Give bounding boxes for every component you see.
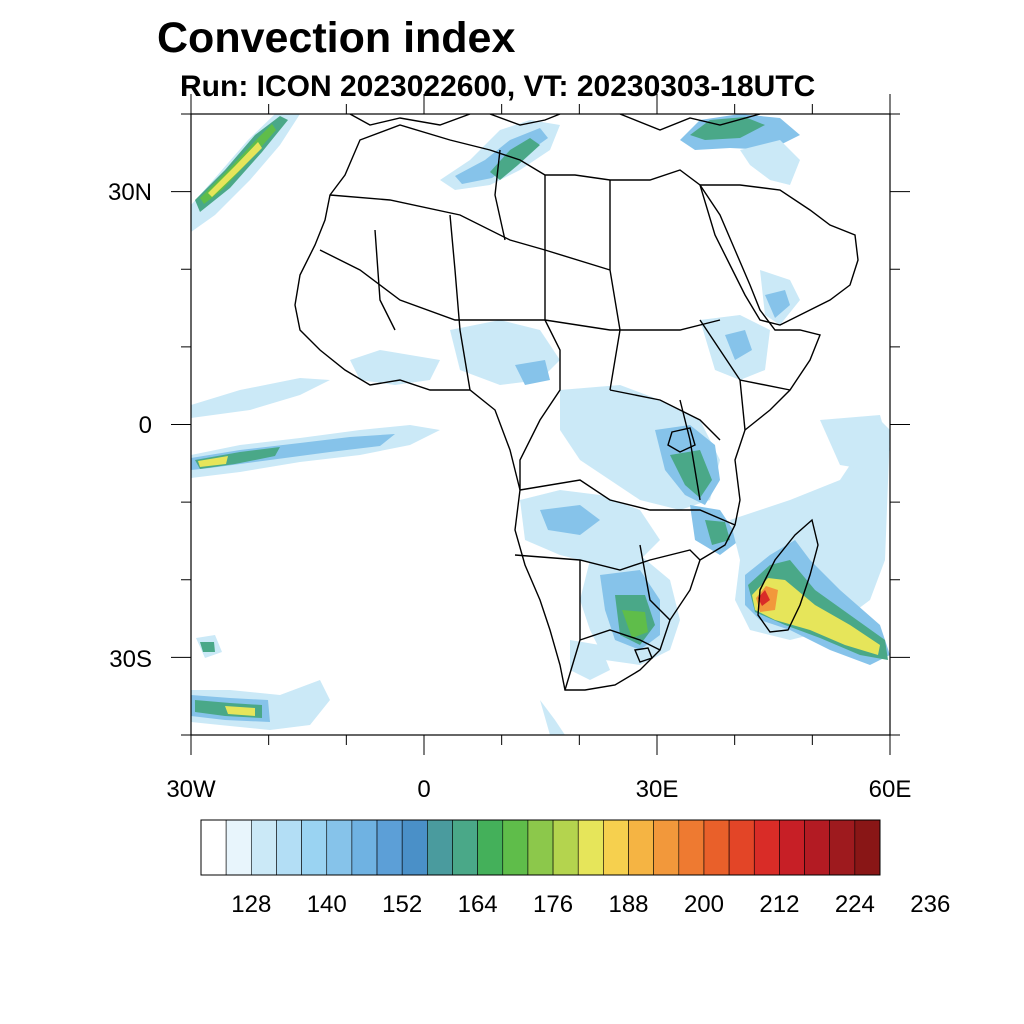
lat-tick-label: 0 xyxy=(139,412,152,439)
colorbar-swatch xyxy=(477,819,504,876)
colorbar-label: 236 xyxy=(910,891,950,918)
colorbar-label: 128 xyxy=(231,891,271,918)
colorbar-label: 152 xyxy=(382,891,422,918)
lon-tick-label: 30E xyxy=(636,776,679,803)
border xyxy=(514,549,701,571)
field-patch xyxy=(820,415,890,470)
colorbar-swatch xyxy=(804,819,831,876)
border xyxy=(329,194,611,271)
colorbar-swatch xyxy=(552,819,579,876)
colorbar xyxy=(200,819,881,876)
colorbar-swatch xyxy=(326,819,353,876)
lesotho xyxy=(634,647,653,663)
field-patch xyxy=(191,378,330,418)
europe-coastline xyxy=(489,114,561,126)
europe-coastline xyxy=(619,114,761,131)
border xyxy=(519,479,736,526)
lat-tick-label: 30S xyxy=(109,646,152,673)
colorbar-label: 224 xyxy=(835,891,875,918)
colorbar-label: 188 xyxy=(608,891,648,918)
colorbar-swatch xyxy=(225,819,252,876)
border xyxy=(609,180,621,391)
field-patch xyxy=(740,140,800,185)
field-patch xyxy=(208,142,262,197)
border xyxy=(494,149,506,241)
madagascar-coastline xyxy=(757,518,819,633)
lon-tick-label: 60E xyxy=(869,776,912,803)
arabia-coastline xyxy=(699,184,859,326)
field-patch xyxy=(198,456,228,467)
colorbar-swatch xyxy=(728,819,755,876)
colorbar-swatch xyxy=(628,819,654,876)
border xyxy=(319,249,721,331)
colorbar-label: 212 xyxy=(759,891,799,918)
colorbar-label: 140 xyxy=(307,891,347,918)
border xyxy=(679,399,701,501)
lon-tick-label: 0 xyxy=(417,776,430,803)
border xyxy=(699,319,791,391)
colorbar-swatch xyxy=(502,819,529,876)
colorbar-swatch xyxy=(376,819,403,876)
lon-tick-label: 30W xyxy=(166,776,216,803)
colorbar-swatch xyxy=(401,819,428,876)
field-patch xyxy=(758,590,770,606)
field-patch xyxy=(540,505,600,535)
lake-victoria xyxy=(667,427,696,453)
field-patch xyxy=(225,706,255,716)
colorbar-swatch xyxy=(452,819,478,876)
field-patch xyxy=(705,520,730,545)
convection-field xyxy=(191,114,890,735)
field-patch xyxy=(515,360,550,385)
colorbar-swatch xyxy=(753,819,780,876)
colorbar-swatch xyxy=(351,819,378,876)
border xyxy=(519,319,561,490)
border xyxy=(739,379,746,431)
border xyxy=(639,544,671,621)
field-patch xyxy=(670,450,712,498)
border xyxy=(449,214,471,391)
field-patch xyxy=(350,350,440,385)
field-patch xyxy=(725,330,752,360)
colorbar-label: 176 xyxy=(533,891,573,918)
colorbar-label: 164 xyxy=(458,891,498,918)
map-subtitle: Run: ICON 2023022600, VT: 20230303-18UTC xyxy=(180,70,816,103)
colorbar-swatch xyxy=(200,819,227,876)
colorbar-swatch xyxy=(577,819,604,876)
colorbar-swatch xyxy=(854,819,881,876)
europe-coastline xyxy=(349,114,471,126)
field-patch xyxy=(752,578,880,655)
field-patch xyxy=(622,610,648,638)
colorbar-label: 200 xyxy=(684,891,724,918)
field-patch xyxy=(765,290,790,318)
colorbar-swatch xyxy=(250,819,277,876)
colorbar-swatch xyxy=(653,819,680,876)
lat-tick-label: 30N xyxy=(108,179,152,206)
border xyxy=(579,629,661,651)
colorbar-swatch xyxy=(703,819,730,876)
colorbar-swatch xyxy=(301,819,328,876)
map-title: Convection index xyxy=(157,14,516,62)
colorbar-swatch xyxy=(276,819,302,876)
field-patch xyxy=(200,642,215,652)
colorbar-swatch xyxy=(527,819,554,876)
colorbar-swatch xyxy=(427,819,453,876)
colorbar-swatch xyxy=(678,819,705,876)
field-patch xyxy=(191,114,300,232)
coastlines xyxy=(294,114,859,691)
colorbar-swatch xyxy=(829,819,856,876)
border xyxy=(374,229,396,331)
field-patch xyxy=(570,640,610,680)
colorbar-swatch xyxy=(603,819,629,876)
plot-frame xyxy=(190,113,891,736)
field-patch xyxy=(540,700,565,735)
border xyxy=(609,389,721,441)
colorbar-swatch xyxy=(779,819,805,876)
colorbar-labels: 128 140 152 164 176 188 200 212 224 236 xyxy=(231,891,950,918)
colorbar-frame xyxy=(200,819,881,876)
tick-marks xyxy=(171,94,910,755)
africa-coastline xyxy=(294,124,821,691)
